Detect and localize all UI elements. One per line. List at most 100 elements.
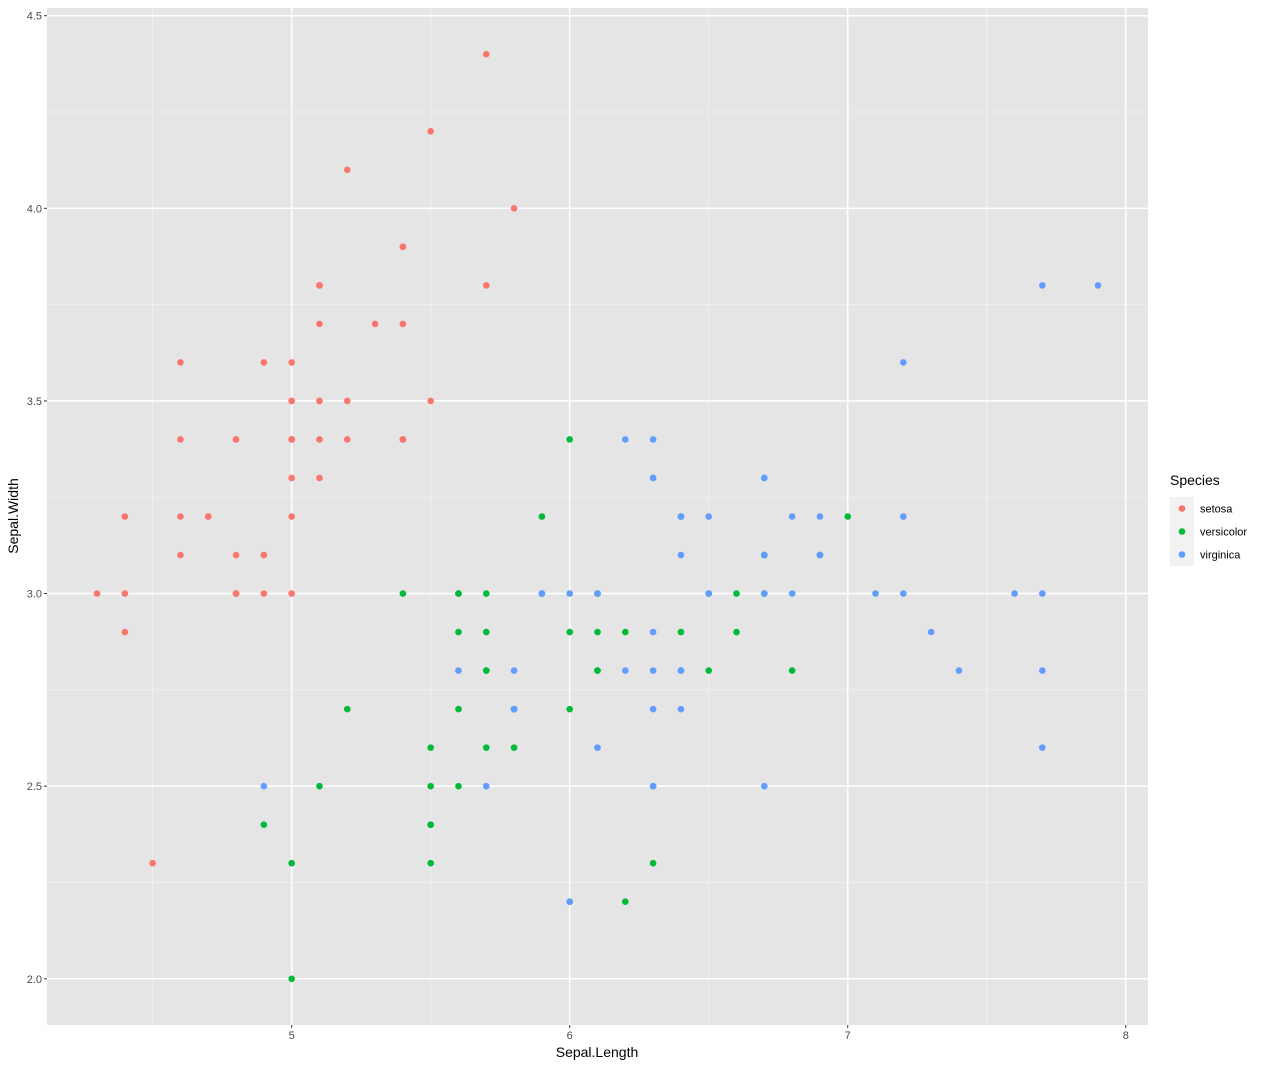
point-versicolor (649, 859, 657, 867)
point-virginica (649, 782, 657, 790)
plot-panel (47, 8, 1148, 1025)
point-virginica (1039, 590, 1046, 597)
point-virginica (677, 705, 685, 713)
legend-key-setosa (1178, 505, 1186, 512)
point-versicolor (566, 705, 573, 713)
point-virginica (900, 590, 907, 597)
point-virginica (566, 898, 573, 906)
point-virginica (649, 474, 657, 482)
point-virginica (649, 705, 657, 713)
point-versicolor (733, 628, 740, 636)
point-setosa (316, 282, 323, 289)
point-setosa (288, 513, 295, 520)
point-setosa (399, 243, 407, 251)
legend-label-virginica: virginica (1200, 550, 1241, 562)
point-virginica (927, 628, 935, 636)
point-setosa (260, 590, 268, 597)
x-tick-label: 6 (567, 1030, 573, 1042)
point-setosa (482, 50, 490, 58)
point-setosa (232, 551, 240, 559)
x-tick-label: 8 (1123, 1030, 1129, 1042)
point-setosa (288, 474, 295, 482)
point-setosa (232, 590, 240, 597)
point-versicolor (482, 667, 490, 674)
point-setosa (288, 436, 295, 443)
point-virginica (566, 590, 573, 597)
y-tick-label: 3.5 (27, 396, 42, 408)
point-versicolor (566, 628, 573, 636)
point-virginica (649, 667, 657, 674)
y-tick-label: 2.0 (27, 974, 42, 986)
point-versicolor (622, 898, 629, 906)
legend: Species setosa versicolor virginica (1170, 472, 1247, 566)
point-versicolor (482, 628, 490, 636)
point-versicolor (566, 436, 573, 443)
point-setosa (288, 590, 295, 597)
legend-key-virginica (1178, 551, 1186, 558)
point-setosa (343, 397, 351, 405)
point-setosa (316, 320, 323, 328)
point-versicolor (427, 859, 434, 867)
point-virginica (260, 782, 268, 790)
legend-title: Species (1170, 472, 1220, 488)
point-virginica (622, 436, 629, 443)
point-versicolor (594, 667, 601, 674)
point-setosa (121, 513, 129, 520)
point-setosa (177, 436, 184, 443)
point-setosa (260, 551, 268, 559)
point-versicolor (622, 628, 629, 636)
point-setosa (399, 320, 407, 328)
point-versicolor (260, 821, 268, 828)
point-versicolor (288, 859, 295, 867)
point-virginica (900, 359, 907, 366)
point-setosa (316, 436, 323, 443)
point-virginica (1094, 282, 1102, 289)
point-virginica (622, 667, 629, 674)
point-setosa (149, 859, 156, 867)
points (93, 50, 1102, 983)
point-virginica (594, 744, 601, 751)
point-setosa (204, 513, 212, 520)
y-axis-title: Sepal.Width (5, 478, 21, 553)
point-virginica (538, 590, 546, 597)
point-virginica (788, 590, 796, 597)
point-virginica (677, 513, 685, 520)
point-setosa (288, 397, 295, 405)
point-virginica (705, 513, 713, 520)
point-versicolor (427, 782, 434, 790)
point-virginica (510, 667, 518, 674)
legend-label-setosa: setosa (1200, 504, 1233, 516)
grid (47, 8, 1148, 1025)
point-virginica (677, 667, 685, 674)
point-setosa (121, 628, 129, 636)
point-setosa (343, 166, 351, 174)
y-tick-label: 4.0 (27, 203, 42, 215)
point-virginica (455, 667, 462, 674)
point-versicolor (455, 590, 462, 597)
point-versicolor (427, 744, 434, 751)
point-virginica (761, 551, 768, 559)
point-versicolor (455, 782, 462, 790)
point-versicolor (399, 590, 407, 597)
point-setosa (177, 359, 184, 366)
point-versicolor (705, 667, 713, 674)
point-versicolor (427, 821, 434, 828)
point-versicolor (455, 705, 462, 713)
point-versicolor (677, 628, 685, 636)
point-virginica (1011, 590, 1018, 597)
point-setosa (93, 590, 101, 597)
point-setosa (177, 551, 184, 559)
point-setosa (343, 436, 351, 443)
point-virginica (872, 590, 879, 597)
point-virginica (482, 782, 490, 790)
point-versicolor (455, 628, 462, 636)
legend-key-versicolor (1178, 528, 1186, 535)
y-tick-label: 3.0 (27, 589, 42, 601)
point-virginica (900, 513, 907, 520)
point-versicolor (316, 782, 323, 790)
point-setosa (316, 397, 323, 405)
point-versicolor (844, 513, 852, 520)
point-virginica (1039, 667, 1046, 674)
point-virginica (816, 513, 824, 520)
point-versicolor (788, 667, 796, 674)
